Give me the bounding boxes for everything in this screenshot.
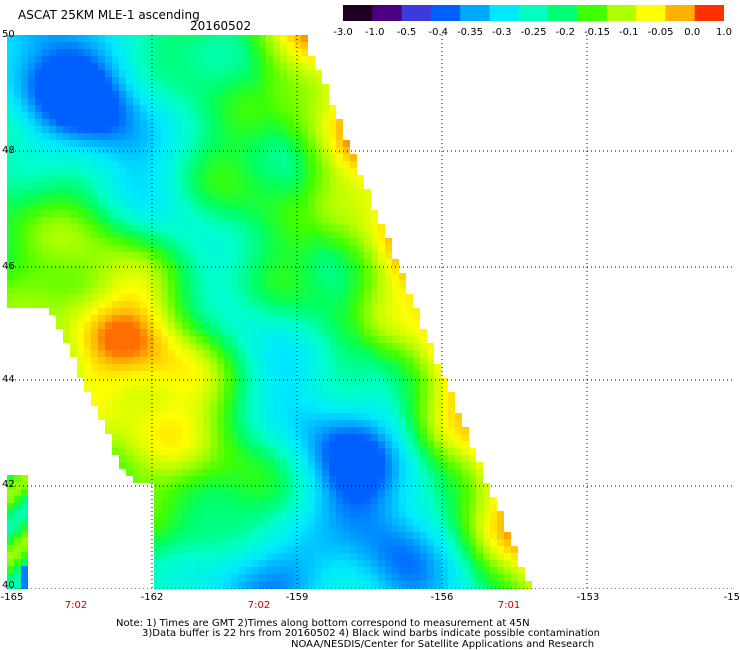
- colorbar-tick-label: -1.0: [364, 27, 385, 38]
- colorbar-tick-label: -0.2: [555, 27, 576, 38]
- colorbar-segment: [577, 5, 608, 21]
- colorbar-tick-label: -0.4: [428, 27, 449, 38]
- colorbar-segment: [548, 5, 578, 21]
- latitude-label: 48: [2, 145, 15, 156]
- colorbar: [343, 5, 724, 21]
- colorbar-segment: [518, 5, 549, 21]
- latitude-label: 40: [2, 580, 15, 591]
- time-label: 7:01: [497, 600, 521, 611]
- latitude-label: 50: [2, 29, 15, 40]
- colorbar-tick-label: -0.35: [457, 27, 483, 38]
- colorbar-tick-label: -0.05: [647, 27, 674, 38]
- colorbar-segment: [636, 5, 666, 21]
- colorbar-segment: [372, 5, 403, 21]
- colorbar-tick-label: -0.15: [584, 27, 610, 38]
- swath-map: [7, 35, 733, 589]
- chart-title: ASCAT 25KM MLE-1 ascending: [18, 8, 200, 22]
- colorbar-tick-label: 1.0: [716, 27, 732, 38]
- longitude-label: -165: [0, 592, 24, 603]
- note-line-1: Note: 1) Times are GMT 2)Times along bot…: [116, 618, 530, 629]
- longitude-label: -159: [285, 592, 309, 603]
- colorbar-tick-label: -0.25: [520, 27, 547, 38]
- colorbar-segment: [401, 5, 432, 21]
- colorbar-tick-label: 0.0: [684, 27, 701, 38]
- colorbar-tick-label: -0.3: [491, 27, 512, 38]
- note-line-2: 3)Data buffer is 22 hrs from 20160502 4)…: [142, 628, 600, 639]
- latitude-label: 46: [2, 261, 15, 272]
- longitude-label: -150: [723, 592, 740, 603]
- colorbar-segment: [489, 5, 520, 21]
- colorbar-segment: [665, 5, 696, 21]
- colorbar-segment: [694, 5, 724, 21]
- longitude-label: -153: [576, 592, 600, 603]
- colorbar-segment: [343, 5, 373, 21]
- time-label: 7:02: [247, 600, 271, 611]
- colorbar-tick-label: -3.0: [333, 27, 353, 38]
- longitude-label: -162: [140, 592, 164, 603]
- colorbar-tick-label: -0.5: [396, 27, 417, 38]
- latitude-label: 42: [2, 479, 15, 490]
- colorbar-segment: [430, 5, 461, 21]
- latitude-label: 44: [2, 374, 15, 385]
- colorbar-segment: [460, 5, 491, 21]
- time-label: 7:02: [64, 600, 88, 611]
- colorbar-segment: [606, 5, 637, 21]
- longitude-label: -156: [430, 592, 454, 603]
- colorbar-tick-label: -0.1: [618, 27, 639, 38]
- note-line-3: NOAA/NESDIS/Center for Satellite Applica…: [291, 639, 595, 650]
- chart-date: 20160502: [190, 19, 252, 33]
